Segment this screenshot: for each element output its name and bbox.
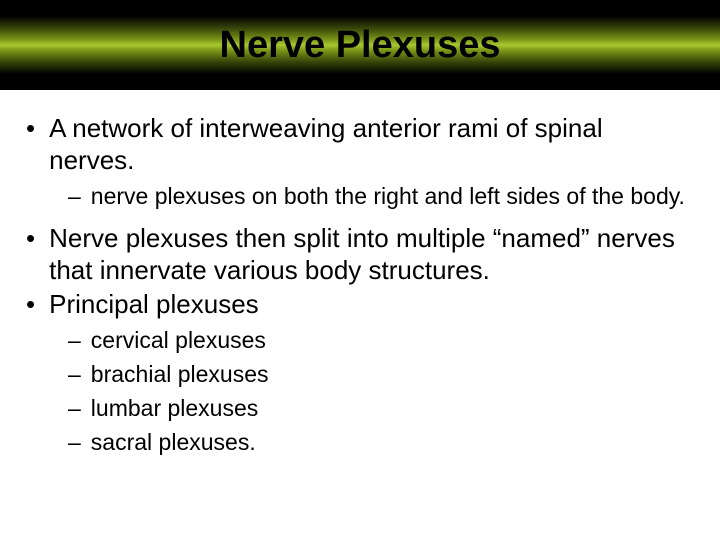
- bullet-text: cervical plexuses: [91, 326, 266, 354]
- bullet-level1: • Nerve plexuses then split into multipl…: [26, 222, 694, 286]
- bullet-dash-icon: –: [68, 428, 81, 456]
- bullet-dash-icon: –: [68, 182, 81, 210]
- bullet-dash-icon: –: [68, 394, 81, 422]
- bullet-dot-icon: •: [26, 112, 35, 144]
- bullet-text: A network of interweaving anterior rami …: [49, 112, 694, 176]
- bullet-text: Principal plexuses: [49, 288, 259, 320]
- bullet-level2: – nerve plexuses on both the right and l…: [68, 182, 694, 210]
- bullet-level2: – sacral plexuses.: [68, 428, 694, 456]
- bullet-text: Nerve plexuses then split into multiple …: [49, 222, 694, 286]
- slide-title: Nerve Plexuses: [220, 24, 501, 67]
- bullet-text: sacral plexuses.: [91, 428, 256, 456]
- bullet-text: nerve plexuses on both the right and lef…: [91, 182, 685, 210]
- bullet-text: brachial plexuses: [91, 360, 269, 388]
- bullet-dash-icon: –: [68, 360, 81, 388]
- bullet-dot-icon: •: [26, 288, 35, 320]
- title-bar: Nerve Plexuses: [0, 0, 720, 90]
- content-area: • A network of interweaving anterior ram…: [0, 90, 720, 456]
- bullet-level1: • Principal plexuses: [26, 288, 694, 320]
- bullet-level2: – lumbar plexuses: [68, 394, 694, 422]
- bullet-text: lumbar plexuses: [91, 394, 258, 422]
- bullet-level1: • A network of interweaving anterior ram…: [26, 112, 694, 176]
- bullet-level2: – brachial plexuses: [68, 360, 694, 388]
- bullet-dash-icon: –: [68, 326, 81, 354]
- bullet-level2: – cervical plexuses: [68, 326, 694, 354]
- bullet-dot-icon: •: [26, 222, 35, 254]
